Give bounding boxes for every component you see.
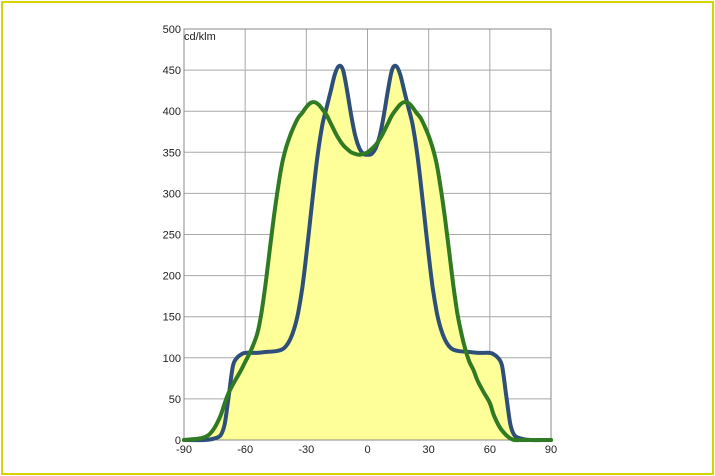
tick-labels: 0 50 100 150 200 250 300 350 400 450 500 -90 -60 -30 0…	[163, 24, 557, 456]
y-tick-label: 250	[163, 230, 181, 242]
y-tick-label: 400	[163, 106, 181, 118]
y-tick-label: 150	[163, 312, 181, 324]
x-tick-label: -90	[176, 444, 192, 456]
y-tick-label: 100	[163, 353, 181, 365]
envelope-area	[184, 66, 551, 440]
x-tick-label: 30	[423, 444, 435, 456]
y-tick-label: 200	[163, 271, 181, 283]
plot-area-border	[183, 28, 552, 441]
x-tick-label: -60	[237, 444, 253, 456]
y-tick-label: 450	[163, 65, 181, 77]
y-tick-label: 0	[175, 435, 181, 447]
y-tick-label: 50	[169, 394, 181, 406]
envelope-fill	[184, 66, 551, 440]
plot-border	[183, 28, 552, 441]
series-lines	[182, 63, 553, 443]
x-tick-label: -30	[298, 444, 314, 456]
x-tick-label: 60	[484, 444, 496, 456]
y-tick-label: 500	[163, 24, 181, 36]
y-tick-label: 300	[163, 188, 181, 200]
x-tick-label: 0	[364, 444, 370, 456]
series-line-2	[182, 100, 553, 443]
y-tick-label: 350	[163, 147, 181, 159]
unit-label: cd/klm	[184, 31, 216, 43]
x-tick-label: 90	[545, 444, 557, 456]
